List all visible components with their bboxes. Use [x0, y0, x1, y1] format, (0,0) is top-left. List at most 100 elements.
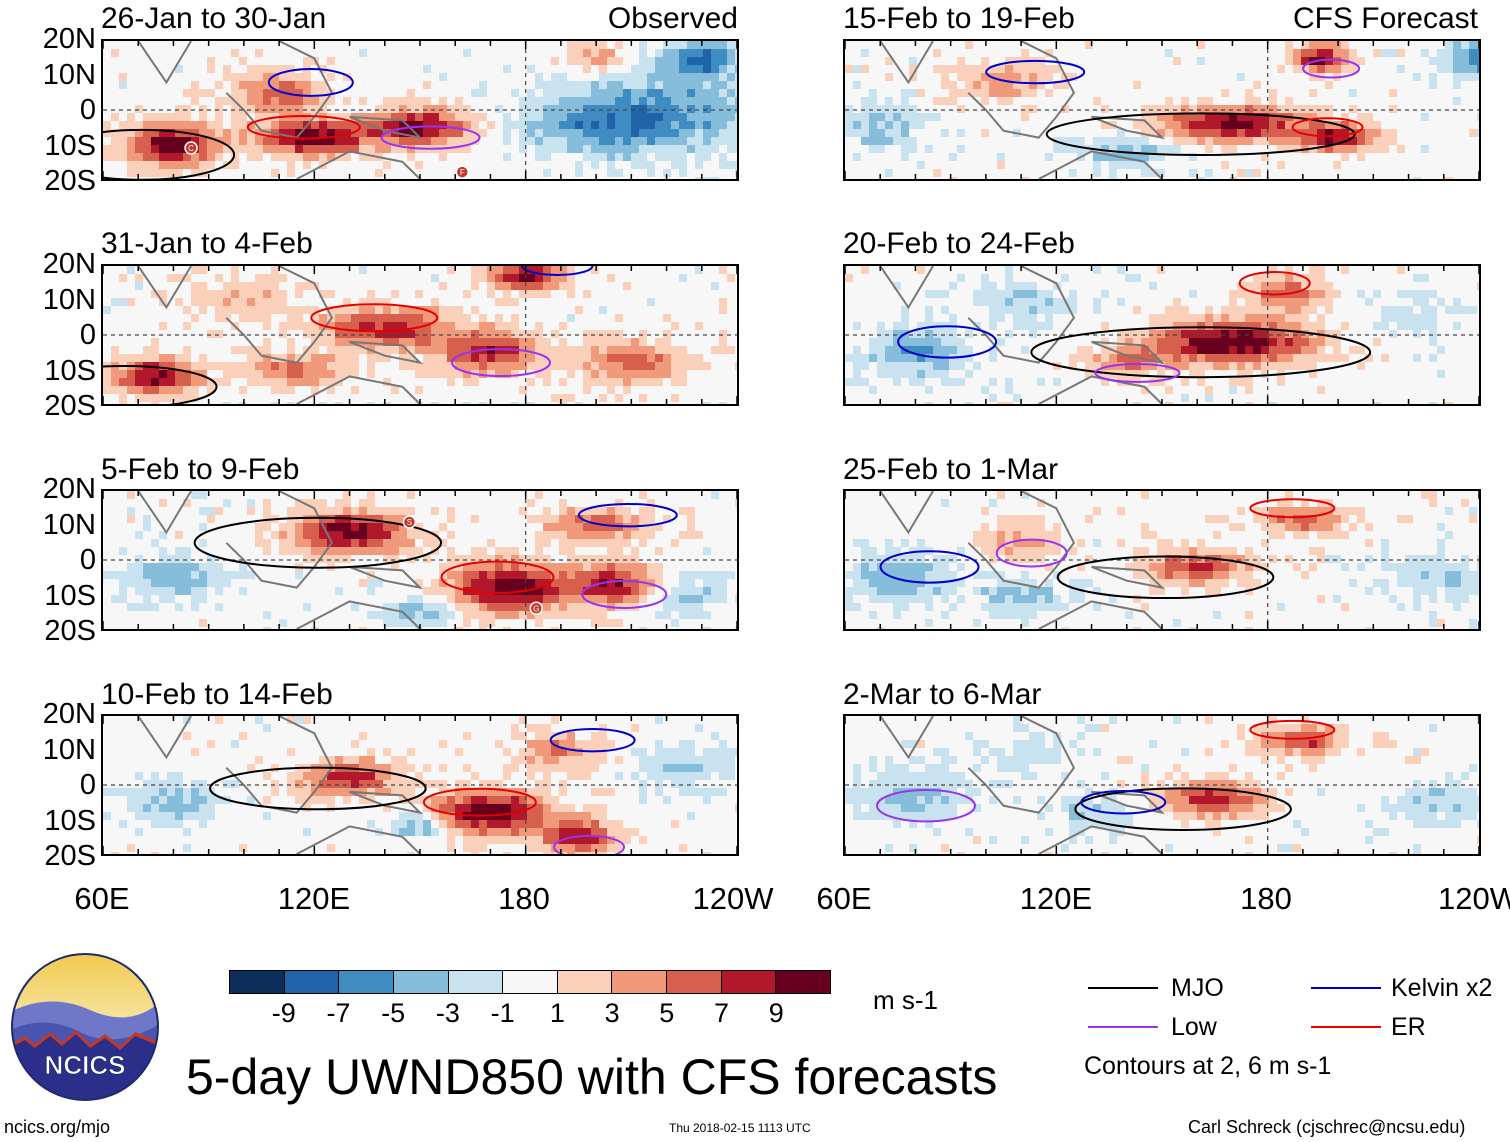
coastline — [879, 41, 1166, 179]
storm-marker-letter: C — [188, 144, 194, 153]
colorbar-swatch-5 — [503, 971, 558, 993]
lon-tick-120w-right: 120W — [1438, 881, 1510, 916]
lat-tick-label: 20S — [44, 390, 96, 422]
map-svg-3: SG — [103, 491, 737, 629]
contour-low — [1094, 362, 1181, 383]
legend-line-mjo — [1088, 987, 1158, 989]
map-svg-1: CF — [103, 41, 737, 179]
storm-marker: S — [402, 515, 417, 529]
contour-er — [246, 115, 361, 140]
legend-line-kelvin — [1311, 987, 1381, 989]
lat-tick-label: 20S — [44, 165, 96, 197]
map-panel-8 — [843, 714, 1481, 856]
anomaly-field — [845, 716, 1479, 854]
colorbar-swatch-8 — [667, 971, 722, 993]
coastline — [137, 716, 424, 854]
colorbar-tick-label: 5 — [659, 998, 675, 1028]
contour-kelvin-x2 — [267, 67, 354, 97]
storm-marker-letter: S — [407, 518, 412, 527]
anomaly-field — [845, 41, 1479, 179]
panel-title-4: 10-Feb to 14-Feb — [101, 678, 333, 711]
contour-kelvin-x2 — [549, 727, 636, 753]
storm-marker: C — [184, 141, 198, 155]
cfs-forecast-label: CFS Forecast — [1292, 2, 1478, 35]
timestamp: Thu 2018-02-15 1113 UTC — [669, 1121, 811, 1135]
contour-kelvin-x2 — [577, 502, 678, 528]
ncics-logo: NCICS — [11, 953, 159, 1101]
legend-label-kelvin: Kelvin x2 — [1391, 974, 1493, 1002]
contour-mjo — [209, 766, 427, 811]
colorbar-swatch-3 — [393, 971, 449, 993]
contour-mjo — [1056, 555, 1275, 600]
lat-tick-label: 10S — [44, 129, 96, 162]
map-svg-2 — [103, 266, 737, 404]
colorbar-tick-label: -9 — [271, 998, 296, 1028]
map-panel-4 — [101, 714, 739, 856]
lat-tick-label: 0 — [79, 94, 96, 126]
contour-low — [876, 789, 977, 823]
map-panel-6 — [843, 264, 1481, 406]
contour-low — [1302, 58, 1361, 79]
lat-tick-label: 20S — [44, 615, 96, 647]
anomaly-field — [103, 266, 737, 404]
lon-tick-60e-right: 60E — [816, 881, 872, 916]
coastline — [137, 266, 424, 404]
contour-low — [995, 538, 1068, 568]
colorbar — [229, 970, 831, 994]
colorbar-swatch-2 — [339, 971, 394, 993]
contour-mjo — [103, 364, 218, 404]
colorbar-swatch-6 — [557, 971, 613, 993]
colorbar-swatch-4 — [448, 971, 504, 993]
lat-tick-label: 0 — [79, 319, 96, 351]
storm-marker-letter: F — [460, 168, 465, 177]
lat-tick-label: 20N — [42, 698, 96, 730]
lat-tick-label: 0 — [79, 769, 96, 801]
anomaly-field — [845, 266, 1479, 404]
lat-tick-label: 10N — [42, 508, 96, 541]
panel-title-3: 5-Feb to 9-Feb — [101, 453, 300, 486]
map-svg-4 — [103, 716, 737, 854]
contour-mjo — [193, 516, 443, 569]
colorbar-units: m s-1 — [873, 985, 938, 1015]
contour-low — [581, 580, 668, 609]
colorbar-swatch-9 — [721, 971, 777, 993]
contour-kelvin-x2 — [1080, 790, 1167, 815]
observed-label: Observed — [607, 2, 738, 35]
lat-tick-label: 20N — [42, 23, 96, 55]
contour-mjo — [1030, 326, 1372, 379]
storm-marker: F — [455, 165, 470, 179]
legend-line-er — [1311, 1026, 1381, 1028]
legend-label-mjo: MJO — [1171, 974, 1224, 1002]
panel-title-7: 25-Feb to 1-Mar — [843, 453, 1059, 486]
logo-text: NCICS — [45, 1050, 126, 1080]
panel-title-1: 26-Jan to 30-Jan — [101, 2, 327, 35]
lon-tick-120e-right: 120E — [1019, 881, 1093, 916]
storm-marker-letter: G — [533, 604, 539, 613]
lon-tick-180-left: 180 — [498, 881, 550, 916]
contour-er — [1249, 719, 1336, 740]
coastline — [879, 716, 1166, 854]
contour-kelvin-x2 — [985, 59, 1086, 85]
contour-er — [1291, 117, 1364, 138]
contour-er — [422, 787, 537, 817]
contour-mjo — [1074, 787, 1292, 831]
panel-title-8: 2-Mar to 6-Mar — [843, 678, 1042, 711]
colorbar-tick-label: 7 — [714, 998, 730, 1028]
map-svg-5 — [845, 41, 1479, 179]
site-url: ncics.org/mjo — [4, 1117, 111, 1137]
colorbar-swatch-7 — [612, 971, 668, 993]
lat-tick-label: 20N — [42, 248, 96, 280]
lat-tick-label: 20S — [44, 840, 96, 872]
contour-low — [380, 125, 481, 150]
lat-tick-label: 10S — [44, 354, 96, 387]
legend-label-er: ER — [1391, 1013, 1426, 1041]
colorbar-tick-label: 1 — [549, 998, 565, 1028]
coastline — [137, 41, 424, 179]
lat-tick-label: 10S — [44, 804, 96, 837]
contour-kelvin-x2 — [897, 325, 998, 359]
coastline — [879, 491, 1166, 629]
colorbar-swatch-0 — [230, 971, 285, 993]
lon-tick-120w-left: 120W — [692, 881, 774, 916]
